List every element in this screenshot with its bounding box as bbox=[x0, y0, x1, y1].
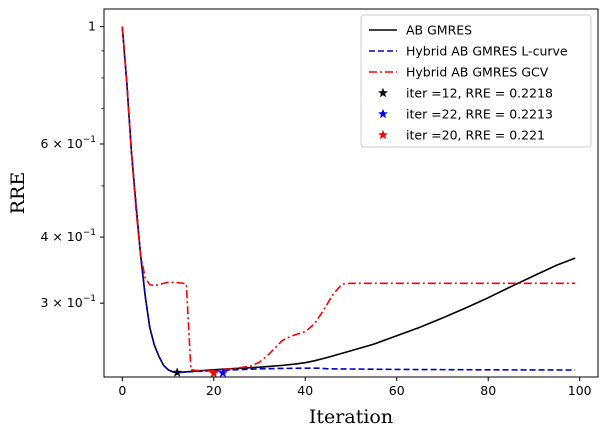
markers-layer bbox=[172, 367, 228, 378]
x-tick-label: 80 bbox=[480, 383, 496, 398]
min-marker-1 bbox=[172, 367, 183, 377]
x-tick-label: 40 bbox=[297, 383, 313, 398]
y-tick-base: 4 × 10 bbox=[40, 229, 82, 244]
x-tick-label: 100 bbox=[568, 383, 592, 398]
legend-label: AB GMRES bbox=[406, 23, 472, 38]
series-line-3 bbox=[121, 26, 576, 372]
y-tick-exponent: −1 bbox=[83, 228, 96, 238]
legend-label: Hybrid AB GMRES GCV bbox=[406, 65, 549, 80]
x-tick-label: 60 bbox=[389, 383, 405, 398]
x-tick-label: 20 bbox=[206, 383, 222, 398]
min-marker-3 bbox=[208, 367, 219, 378]
legend-label: iter =20, RRE = 0.221 bbox=[406, 128, 545, 143]
legend-handle-star bbox=[377, 129, 389, 140]
y-tick-exponent: −1 bbox=[83, 294, 96, 304]
y-tick-label: 1 bbox=[88, 19, 96, 34]
series-line-2 bbox=[121, 26, 576, 374]
y-tick-label: 4 × 10−1 bbox=[40, 228, 96, 244]
legend-label: Hybrid AB GMRES L-curve bbox=[406, 44, 568, 59]
legend-label: iter =12, RRE = 0.2218 bbox=[406, 86, 553, 101]
x-tick-label: 0 bbox=[118, 383, 126, 398]
plot-frame bbox=[103, 8, 599, 378]
series-layer bbox=[121, 26, 576, 374]
y-tick-label: 6 × 10−1 bbox=[40, 135, 96, 151]
y-tick-label: 3 × 10−1 bbox=[40, 294, 96, 310]
min-marker-2 bbox=[217, 367, 228, 378]
y-axis-label: RRE bbox=[7, 172, 29, 214]
legend-label: iter =22, RRE = 0.2213 bbox=[406, 107, 553, 122]
y-tick-exponent: −1 bbox=[83, 135, 96, 145]
y-tick-base: 3 × 10 bbox=[40, 295, 82, 310]
x-axis-label: Iteration bbox=[309, 406, 393, 428]
legend-handle-star bbox=[377, 87, 389, 98]
legend-handle-star bbox=[377, 108, 389, 119]
legend-box bbox=[360, 14, 592, 148]
legend: AB GMRES Hybrid AB GMRES L-curve Hybrid AB… bbox=[360, 14, 592, 148]
y-tick-base: 6 × 10 bbox=[40, 136, 82, 151]
